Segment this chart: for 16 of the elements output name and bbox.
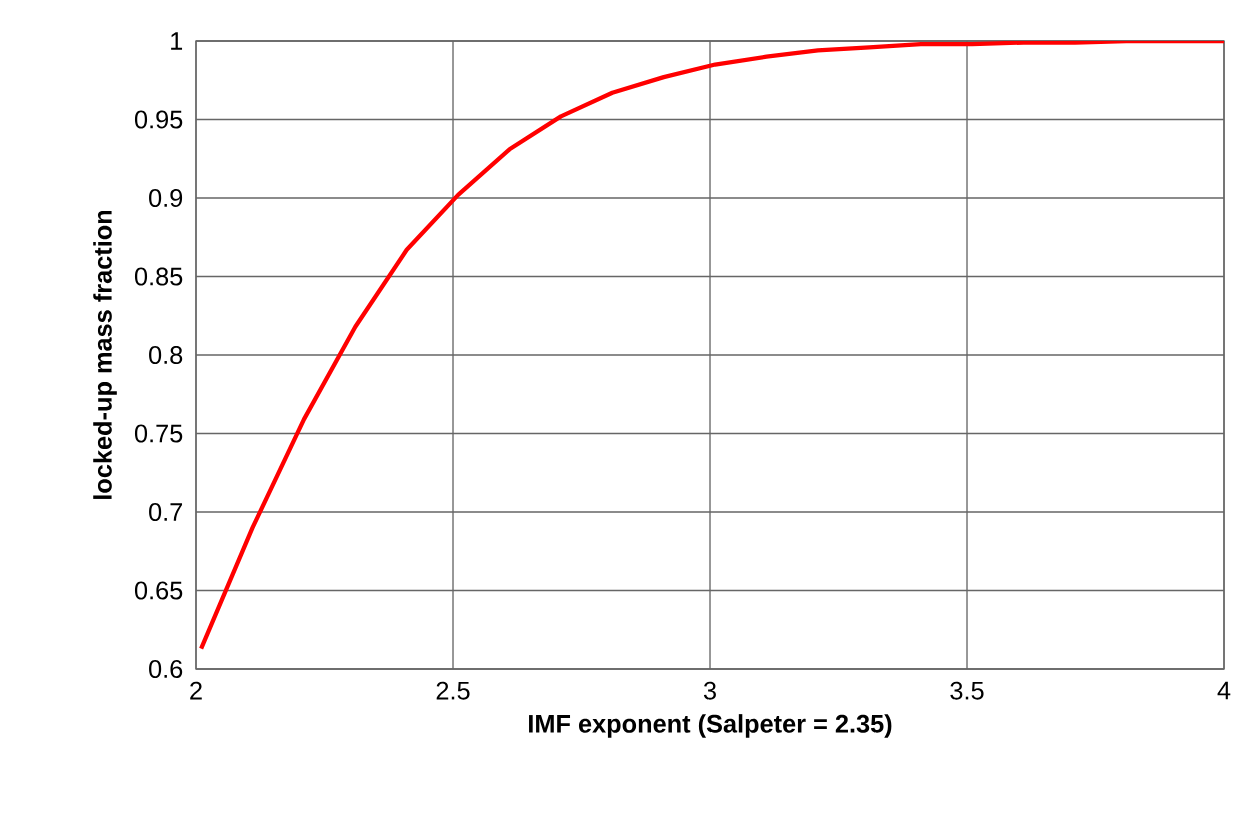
y-tick-label: 0.75	[134, 424, 183, 443]
y-axis-title: locked-up mass fraction	[93, 210, 117, 499]
x-tick-label: 2	[190, 681, 202, 700]
y-tick-label: 0.65	[134, 581, 183, 600]
y-tick-label: 0.7	[149, 503, 183, 521]
y-tick-label: 0.8	[149, 346, 183, 364]
y-tick-label: 0.9	[149, 189, 183, 207]
x-axis-title: IMF exponent (Salpeter = 2.35)	[529, 714, 892, 738]
x-tick-label: 2.5	[436, 681, 470, 700]
x-tick-label: 4	[1217, 681, 1231, 700]
y-tick-label: 1	[171, 32, 183, 50]
x-tick-label: 3	[703, 681, 716, 700]
y-tick-label: 0.6	[149, 660, 183, 678]
y-tick-label: 0.85	[134, 267, 183, 286]
y-tick-label: 0.95	[134, 110, 183, 129]
x-tick-label: 3.5	[950, 681, 984, 700]
